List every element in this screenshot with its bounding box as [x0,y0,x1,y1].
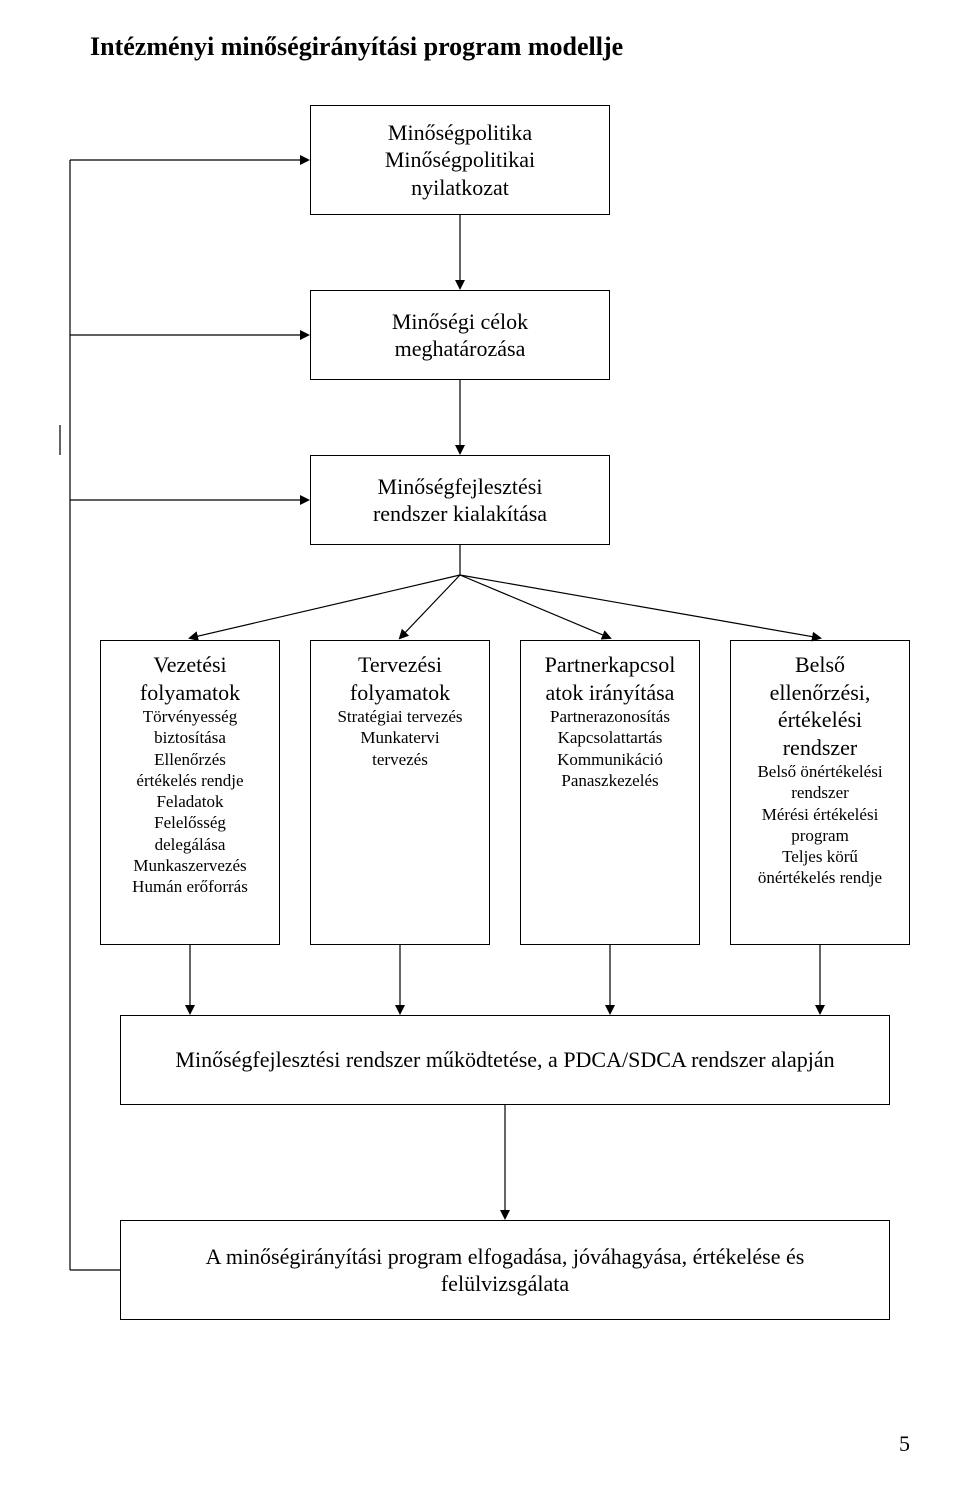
box-policy-line2: Minőségpolitikai [385,146,535,174]
box-system: Minőségfejlesztési rendszer kialakítása [310,455,610,545]
col4-s5: Teljes körű [782,846,858,867]
col-management: Vezetési folyamatok Törvényesség biztosí… [100,640,280,945]
box-approval-line1: A minőségirányítási program elfogadása, … [206,1243,805,1271]
box-policy: Minőségpolitika Minőségpolitikai nyilatk… [310,105,610,215]
box-goals-line1: Minőségi célok [392,308,528,336]
col4-big4: rendszer [783,734,858,762]
col-partners: Partnerkapcsol atok irányítása Partneraz… [520,640,700,945]
col3-s2: Kapcsolattartás [558,727,663,748]
col1-s2: biztosítása [154,727,226,748]
col1-big1: Vezetési [153,651,226,679]
col4-s1: Belső önértékelési [757,761,882,782]
col4-s6: önértékelés rendje [758,867,882,888]
col3-s4: Panaszkezelés [561,770,658,791]
col1-s6: Felelősség [154,812,226,833]
col2-s1: Stratégiai tervezés [337,706,462,727]
col1-s7: delegálása [155,834,226,855]
page-number: 5 [899,1431,910,1457]
col1-s3: Ellenőrzés [154,749,226,770]
page-title: Intézményi minőségirányítási program mod… [90,32,623,62]
col2-s2: Munkatervi [360,727,439,748]
col2-big2: folyamatok [350,679,450,707]
col1-s4: értékelés rendje [136,770,243,791]
col3-s3: Kommunikáció [557,749,663,770]
col3-big2: atok irányítása [546,679,675,707]
col4-big2: ellenőrzési, [770,679,871,707]
col4-s3: Mérési értékelési [762,804,879,825]
col1-s9: Humán erőforrás [132,876,248,897]
box-policy-line1: Minőségpolitika [388,119,532,147]
col-internal: Belső ellenőrzési, értékelési rendszer B… [730,640,910,945]
col2-s3: tervezés [372,749,428,770]
col1-s5: Feladatok [156,791,223,812]
col1-s1: Törvényesség [143,706,237,727]
box-operation-line1: Minőségfejlesztési rendszer működtetése,… [175,1046,834,1074]
col2-big1: Tervezési [358,651,442,679]
col4-big1: Belső [795,651,845,679]
box-goals: Minőségi célok meghatározása [310,290,610,380]
box-approval: A minőségirányítási program elfogadása, … [120,1220,890,1320]
box-goals-line2: meghatározása [395,335,526,363]
col3-s1: Partnerazonosítás [550,706,670,727]
box-policy-line3: nyilatkozat [411,174,509,202]
col4-big3: értékelési [778,706,862,734]
box-system-line1: Minőségfejlesztési [378,473,543,501]
col4-s4: program [791,825,849,846]
box-approval-line2: felülvizsgálata [441,1270,569,1298]
col-planning: Tervezési folyamatok Stratégiai tervezés… [310,640,490,945]
box-system-line2: rendszer kialakítása [373,500,547,528]
col1-s8: Munkaszervezés [133,855,246,876]
box-operation: Minőségfejlesztési rendszer működtetése,… [120,1015,890,1105]
diagram-page: Intézményi minőségirányítási program mod… [0,0,960,1485]
col1-big2: folyamatok [140,679,240,707]
col4-s2: rendszer [791,782,849,803]
col3-big1: Partnerkapcsol [545,651,676,679]
